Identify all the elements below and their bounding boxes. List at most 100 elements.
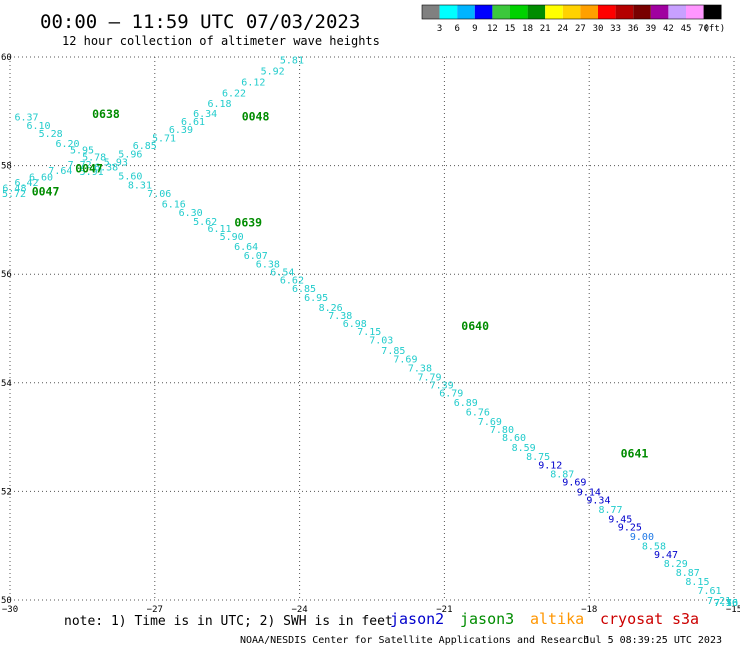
colorbar-label: 39 (645, 24, 656, 34)
swh-value: 9.14 (577, 487, 601, 498)
swh-value: 8.87 (676, 568, 700, 579)
x-tick-label: −15 (726, 605, 740, 615)
y-tick-label: 58 (1, 162, 12, 172)
x-tick-label: −18 (581, 605, 597, 615)
colorbar-label: 70 (698, 24, 709, 34)
colorbar-swatch (510, 5, 528, 19)
swh-value: 6.20 (56, 139, 80, 150)
colorbar-label: 33 (610, 24, 621, 34)
swh-value: 6.07 (244, 251, 268, 262)
swh-value: 5.90 (220, 232, 244, 243)
swh-value: 9.25 (618, 523, 642, 534)
colorbar-swatch (686, 5, 704, 19)
swh-value: 8.26 (319, 303, 343, 314)
y-tick-label: 54 (1, 379, 12, 389)
y-tick-label: 56 (1, 270, 12, 280)
swh-value: 5.62 (193, 217, 217, 228)
y-tick-label: 50 (1, 596, 12, 606)
swh-value: 7.72 (68, 160, 92, 171)
x-tick-label: −21 (436, 605, 452, 615)
colorbar-unit: (ft) (704, 24, 726, 34)
time-label: 0638 (92, 107, 120, 121)
x-tick-label: −27 (147, 605, 163, 615)
colorbar-swatch (457, 5, 475, 19)
timestamp: Jul 5 08:39:25 UTC 2023 (584, 635, 722, 646)
swh-value: 6.10 (27, 121, 51, 132)
swh-value: 6.89 (454, 398, 478, 409)
swh-value: 9.00 (630, 532, 654, 543)
swh-value: 6.18 (208, 99, 232, 110)
swh-value: 6.54 (270, 268, 294, 279)
swh-value: 7.06 (147, 189, 171, 200)
colorbar-swatch (562, 5, 581, 19)
time-label: 0641 (621, 446, 649, 460)
swh-value: 6.79 (439, 389, 463, 400)
legend-entry: s3a (672, 610, 699, 628)
colorbar-swatch (580, 5, 598, 19)
swh-value: 6.64 (234, 242, 258, 253)
colorbar-swatch (527, 5, 546, 19)
swh-value: 8.31 (128, 181, 152, 192)
x-tick-label: −30 (2, 605, 18, 615)
colorbar-label: 6 (454, 24, 459, 34)
swh-value: 5.91 (80, 167, 104, 178)
data-points: 5.815.926.126.226.186.346.616.395.716.85… (2, 56, 738, 609)
time-label: 0047 (75, 161, 103, 175)
colorbar-swatch (615, 5, 634, 19)
swh-value: 9.69 (562, 478, 586, 489)
colorbar-label: 24 (557, 24, 568, 34)
axes: −30 −27 −24 −21 −18 −15 50 52 54 56 58 60 (1, 53, 740, 615)
swh-value: 7.38 (328, 311, 352, 322)
colorbar-swatch (650, 5, 669, 19)
swh-value: 6.61 (181, 117, 205, 128)
swh-value: 8.87 (550, 470, 574, 481)
legend-entry: jason3 (460, 610, 514, 628)
swh-value: 6.48 (2, 183, 26, 194)
swh-value: 8.59 (512, 443, 536, 454)
swh-value: 5.92 (261, 67, 285, 78)
swh-value: 6.38 (256, 259, 280, 270)
colorbar-label: 3 (437, 24, 442, 34)
swh-value: 7.85 (381, 346, 405, 357)
colorbar-label: 45 (681, 24, 692, 34)
y-tick-label: 60 (1, 53, 12, 63)
colorbar-label: 30 (593, 24, 604, 34)
swh-value: 7.64 (48, 166, 72, 177)
colorbar-swatch (598, 5, 616, 19)
swh-value: 5.28 (39, 129, 63, 140)
swh-value: 6.60 (29, 173, 53, 184)
colorbar-label: 18 (522, 24, 533, 34)
swh-value: 7.79 (418, 372, 442, 383)
swh-value: 7.69 (393, 354, 417, 365)
swh-value: 9.34 (586, 496, 610, 507)
swh-value: 6.85 (292, 284, 316, 295)
swh-value: 6.30 (179, 208, 203, 219)
swh-value: 7.70 (714, 598, 738, 609)
swh-value: 8.75 (526, 452, 550, 463)
swh-value: 6.39 (169, 125, 193, 136)
swh-value: 6.37 (15, 113, 39, 124)
colorbar: 3 6 9 12 15 18 21 24 27 30 33 36 39 42 45 70(ft) (421, 4, 726, 34)
colorbar-label: 21 (540, 24, 551, 34)
colorbar-swatch (633, 5, 651, 19)
swh-value: 5.72 (2, 189, 26, 200)
colorbar-label: 27 (575, 24, 586, 34)
colorbar-label: 12 (487, 24, 498, 34)
legend-entry: jason2 (390, 610, 444, 628)
swh-value: 9.47 (654, 550, 678, 561)
credit-text: NOAA/NESDIS Center for Satellite Applica… (240, 635, 589, 646)
swh-value: 5.71 (152, 133, 176, 144)
swh-value: 6.98 (343, 319, 367, 330)
swh-value: 7.61 (698, 586, 722, 597)
swh-value: 5.60 (118, 171, 142, 182)
swh-value: 6.85 (133, 141, 157, 152)
time-label: 0048 (242, 110, 270, 124)
colorbar-swatch (668, 5, 686, 19)
chart-subtitle: 12 hour collection of altimeter wave hei… (62, 34, 380, 48)
time-label: 0640 (461, 319, 489, 333)
swh-value: 8.58 (642, 542, 666, 553)
colorbar-label: 42 (663, 24, 674, 34)
swh-value: 5.78 (82, 152, 106, 163)
